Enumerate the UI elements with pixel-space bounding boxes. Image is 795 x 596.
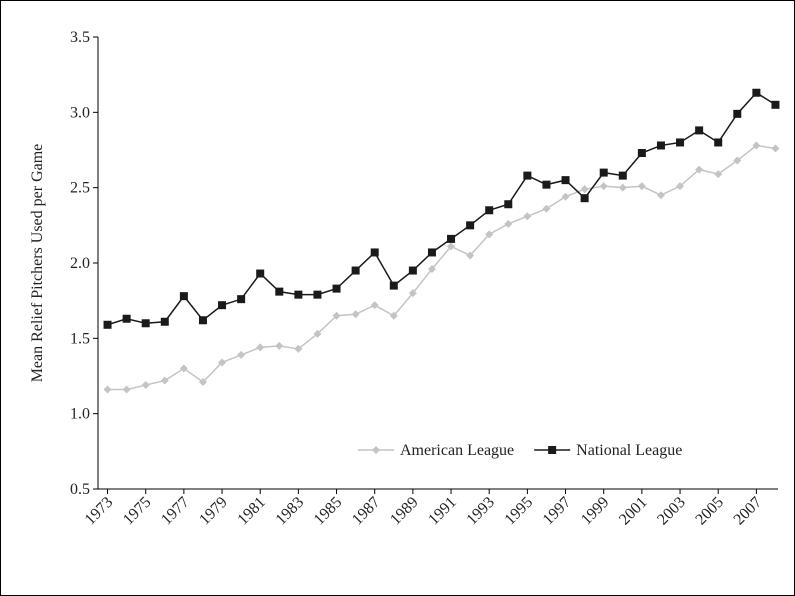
data-point [695,165,704,174]
data-point [542,180,551,189]
data-point [313,329,322,338]
data-point [542,204,551,213]
data-point [389,311,398,320]
data-point [370,301,379,310]
legend-label: National League [576,442,682,459]
data-point [256,343,265,352]
legend-marker [548,446,557,454]
data-point [771,144,780,153]
data-point [237,295,246,304]
data-point [256,269,265,278]
data-point [752,88,761,97]
data-point [504,200,513,209]
data-point [656,191,665,200]
data-point [218,301,227,310]
data-point [599,168,608,177]
data-point [103,385,112,394]
data-point [580,185,589,194]
data-point [198,378,207,387]
data-point [466,251,475,260]
data-point [523,212,532,221]
y-tick-label: 2.5 [70,180,90,197]
data-point [389,281,398,290]
data-point [294,290,303,299]
data-point [618,171,627,180]
data-point [237,350,246,359]
data-point [122,385,131,394]
data-point [618,183,627,192]
legend-label: American League [400,442,514,459]
data-point [714,170,723,179]
data-point [599,182,608,191]
data-point [408,266,417,275]
data-point [561,176,570,185]
y-tick-label: 3.5 [70,29,90,46]
y-tick-label: 1.5 [70,330,90,347]
data-point [370,248,379,257]
data-point [351,310,360,319]
data-point [122,314,131,323]
data-point [485,230,494,239]
data-point [275,341,284,350]
data-point [103,320,112,329]
data-point [447,242,456,251]
data-point [523,171,532,180]
y-axis-label: Mean Relief Pitchers Used per Game [29,144,46,383]
data-point [275,287,284,296]
data-point [198,316,207,325]
y-tick-label: 0.5 [70,481,90,498]
data-point [637,149,646,158]
data-point [294,344,303,353]
data-point [332,311,341,320]
data-point [408,289,417,298]
data-point [447,234,456,243]
y-tick-label: 3.0 [70,104,90,121]
data-point [733,109,742,118]
data-point [218,358,227,367]
data-point [637,182,646,191]
data-point [504,219,513,228]
data-point [561,192,570,201]
y-tick-label: 1.0 [70,406,90,423]
data-point [160,317,169,326]
data-point [179,364,188,373]
data-point [580,194,589,203]
data-point [141,381,150,390]
data-point [427,248,436,257]
data-point [733,156,742,165]
data-point [179,292,188,301]
data-point [160,376,169,385]
series-line [107,144,776,391]
data-point [351,266,360,275]
y-tick-label: 2.0 [70,255,90,272]
data-point [656,141,665,150]
data-point [752,141,761,150]
data-point [676,182,685,191]
data-point [771,100,780,109]
data-point [427,265,436,274]
data-point [695,126,704,135]
data-point [466,221,475,230]
data-point [485,206,494,215]
data-point [141,319,150,328]
data-point [714,138,723,147]
data-point [676,138,685,147]
data-point [332,284,341,293]
legend-marker [372,446,380,454]
data-point [313,290,322,299]
